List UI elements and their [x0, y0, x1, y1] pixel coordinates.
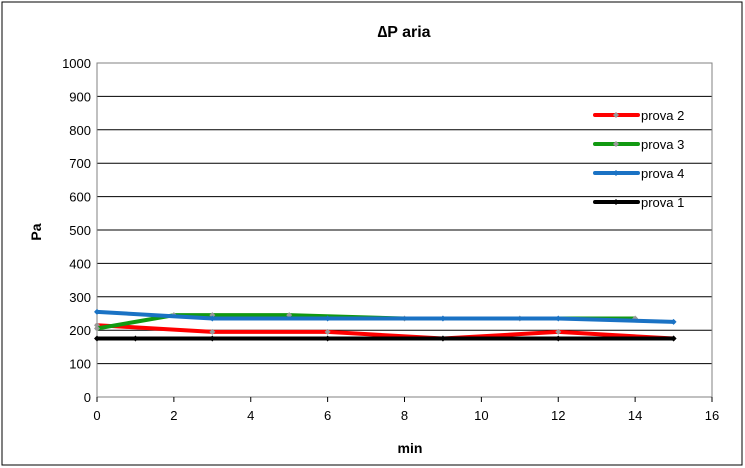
y-axis-title: Pa [28, 223, 44, 240]
y-tick-label: 400 [69, 256, 91, 271]
data-point [555, 315, 562, 322]
chart-title: ∆P aria [377, 24, 430, 41]
data-point [94, 335, 100, 342]
legend: prova 2 prova 3 prova 4 prova 1 [593, 108, 684, 210]
y-tick-label: 900 [69, 89, 91, 104]
x-tick-label: 16 [705, 408, 719, 423]
x-tick-label: 6 [324, 408, 331, 423]
y-tick-label: 100 [69, 357, 91, 372]
x-tick-label: 4 [247, 408, 254, 423]
x-tick-label: 12 [551, 408, 565, 423]
data-point [209, 315, 216, 322]
y-tick-label: 600 [69, 190, 91, 205]
y-tick-label: 300 [69, 290, 91, 305]
legend-marker [613, 112, 619, 118]
x-axis-title: min [398, 440, 423, 456]
data-point [670, 335, 677, 342]
y-tick-label: 200 [69, 323, 91, 338]
y-tick-label: 1000 [62, 56, 91, 71]
y-tick-label: 700 [69, 156, 91, 171]
data-point [94, 308, 100, 315]
data-point [209, 335, 216, 342]
x-tick-label: 0 [93, 408, 100, 423]
legend-label: prova 4 [641, 166, 684, 181]
data-point [209, 328, 216, 335]
legend-marker [613, 141, 619, 147]
data-point [324, 315, 331, 322]
x-tick-labels: 0 2 4 6 8 10 12 14 16 [93, 397, 719, 423]
data-point [439, 315, 446, 322]
series-line-3 [95, 309, 676, 324]
data-point [555, 328, 562, 335]
x-tick-label: 10 [474, 408, 488, 423]
legend-label: prova 3 [641, 137, 684, 152]
data-point [324, 335, 331, 342]
legend-label: prova 2 [641, 108, 684, 123]
data-point [555, 335, 562, 342]
x-tick-label: 2 [170, 408, 177, 423]
series-group [94, 308, 677, 342]
series-line-1 [95, 323, 676, 341]
data-point [132, 335, 139, 342]
y-tick-labels: 0 100 200 300 400 500 600 700 800 900 1000 [62, 56, 91, 405]
y-tick-label: 0 [84, 390, 91, 405]
x-tick-label: 8 [401, 408, 408, 423]
legend-marker [613, 199, 619, 205]
data-point [439, 335, 446, 342]
legend-label: prova 1 [641, 195, 684, 210]
y-tick-label: 800 [69, 123, 91, 138]
data-point [94, 325, 100, 332]
data-point [670, 318, 677, 325]
data-point [324, 328, 331, 335]
x-tick-label: 14 [628, 408, 642, 423]
legend-marker [613, 170, 619, 176]
y-tick-label: 500 [69, 223, 91, 238]
